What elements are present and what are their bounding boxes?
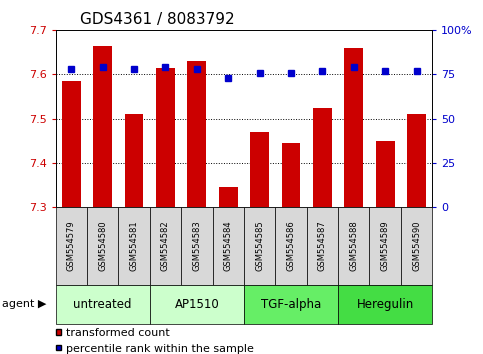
- Text: GSM554579: GSM554579: [67, 221, 76, 272]
- Bar: [125, 114, 143, 207]
- Bar: [87, 207, 118, 285]
- Bar: [62, 81, 81, 207]
- Bar: [219, 187, 238, 207]
- Bar: [187, 61, 206, 207]
- Text: AP1510: AP1510: [174, 298, 219, 311]
- Text: GSM554590: GSM554590: [412, 221, 421, 271]
- Bar: [407, 114, 426, 207]
- Bar: [150, 207, 181, 285]
- Text: agent ▶: agent ▶: [2, 299, 47, 309]
- Text: TGF-alpha: TGF-alpha: [261, 298, 321, 311]
- Bar: [401, 207, 432, 285]
- Text: GSM554585: GSM554585: [255, 221, 264, 272]
- Bar: [307, 207, 338, 285]
- Text: Heregulin: Heregulin: [356, 298, 414, 311]
- Bar: [150, 285, 244, 324]
- Text: GSM554580: GSM554580: [98, 221, 107, 272]
- Text: transformed count: transformed count: [66, 329, 170, 338]
- Text: GDS4361 / 8083792: GDS4361 / 8083792: [80, 12, 234, 27]
- Bar: [376, 141, 395, 207]
- Text: GSM554587: GSM554587: [318, 221, 327, 272]
- Bar: [282, 143, 300, 207]
- Bar: [213, 207, 244, 285]
- Bar: [369, 207, 401, 285]
- Text: GSM554589: GSM554589: [381, 221, 390, 272]
- Bar: [118, 207, 150, 285]
- Bar: [250, 132, 269, 207]
- Bar: [313, 108, 332, 207]
- Text: GSM554581: GSM554581: [129, 221, 139, 272]
- Bar: [244, 207, 275, 285]
- Bar: [338, 285, 432, 324]
- Bar: [344, 48, 363, 207]
- Text: percentile rank within the sample: percentile rank within the sample: [66, 344, 254, 354]
- Bar: [338, 207, 369, 285]
- Bar: [181, 207, 213, 285]
- Bar: [244, 285, 338, 324]
- Bar: [275, 207, 307, 285]
- Text: GSM554584: GSM554584: [224, 221, 233, 272]
- Text: untreated: untreated: [73, 298, 132, 311]
- Text: GSM554588: GSM554588: [349, 221, 358, 272]
- Bar: [93, 46, 112, 207]
- Text: GSM554582: GSM554582: [161, 221, 170, 272]
- Bar: [156, 68, 175, 207]
- Bar: [56, 207, 87, 285]
- Text: GSM554586: GSM554586: [286, 221, 296, 272]
- Text: GSM554583: GSM554583: [192, 221, 201, 272]
- Bar: [56, 285, 150, 324]
